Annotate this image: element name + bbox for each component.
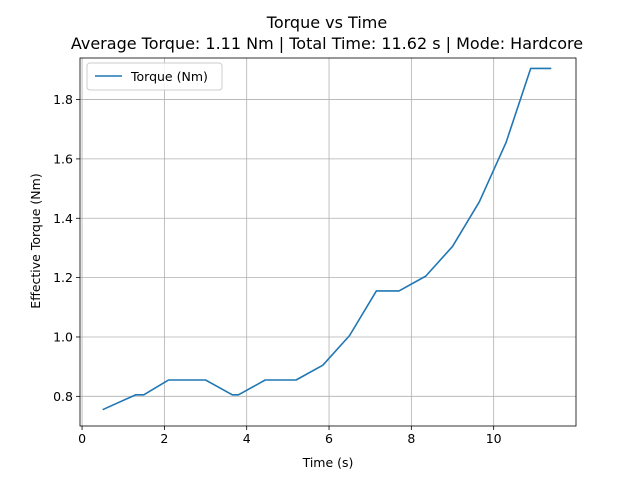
chart-subtitle: Average Torque: 1.11 Nm | Total Time: 11… bbox=[71, 34, 583, 53]
y-axis-label: Effective Torque (Nm) bbox=[28, 173, 43, 308]
legend: Torque (Nm) bbox=[86, 62, 223, 91]
y-axis-ticks: 0.8 1.0 1.2 1.4 1.6 1.8 bbox=[53, 92, 80, 404]
x-tick-label: 10 bbox=[486, 431, 502, 446]
y-tick-label: 1.8 bbox=[53, 92, 73, 107]
x-tick-label: 4 bbox=[243, 431, 251, 446]
x-tick-label: 6 bbox=[325, 431, 333, 446]
x-tick-label: 8 bbox=[407, 431, 415, 446]
chart-title: Torque vs Time bbox=[266, 13, 387, 32]
y-tick-label: 1.4 bbox=[53, 211, 73, 226]
y-tick-label: 1.2 bbox=[53, 270, 73, 285]
legend-box bbox=[86, 62, 223, 91]
legend-label-torque: Torque (Nm) bbox=[130, 69, 208, 84]
plot-frame bbox=[79, 57, 577, 427]
x-tick-label: 2 bbox=[160, 431, 168, 446]
y-tick-label: 1.6 bbox=[53, 151, 73, 166]
y-tick-label: 1.0 bbox=[53, 329, 73, 344]
x-axis-label: Time (s) bbox=[302, 455, 354, 470]
y-tick-label: 0.8 bbox=[53, 389, 73, 404]
x-tick-label: 0 bbox=[78, 431, 86, 446]
series-group bbox=[102, 67, 552, 411]
grid-lines bbox=[80, 58, 576, 426]
x-axis-ticks: 0 2 4 6 8 10 bbox=[78, 426, 502, 446]
series-line-torque bbox=[102, 67, 552, 411]
